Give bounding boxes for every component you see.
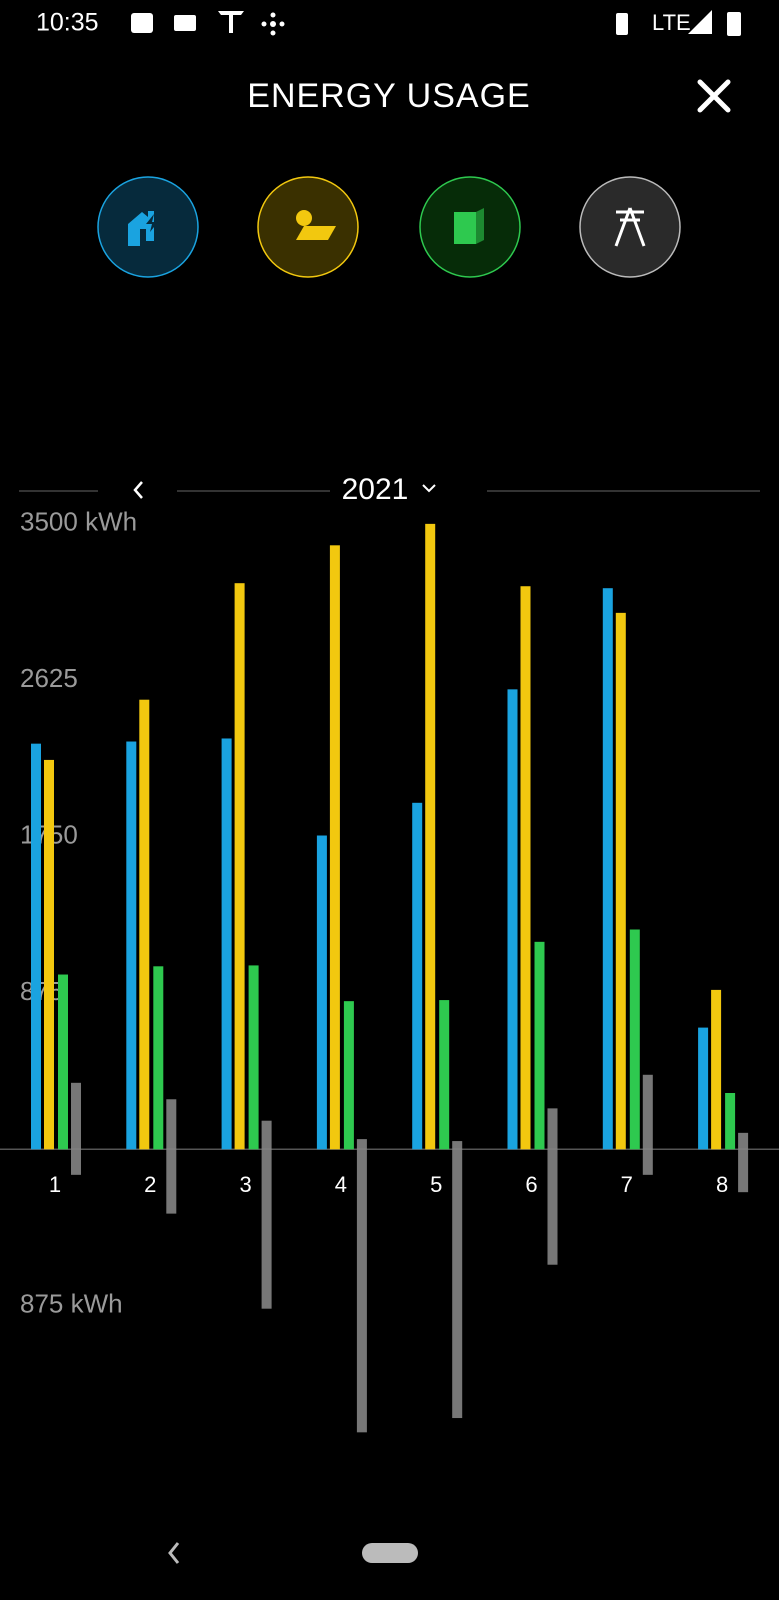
x-tick-label: 7 (621, 1172, 633, 1197)
powerwall-button[interactable] (419, 176, 521, 278)
bar (343, 1001, 354, 1150)
bar (316, 835, 327, 1150)
grid-button[interactable] (579, 176, 681, 278)
bar (221, 738, 232, 1150)
nav-back[interactable] (168, 1542, 180, 1564)
bar (547, 1149, 558, 1265)
status-icons (131, 11, 285, 36)
bar (126, 741, 137, 1150)
bar (642, 1149, 653, 1175)
status-network: LTE (652, 10, 691, 35)
bar (547, 1108, 558, 1150)
bar (356, 1149, 367, 1433)
bar (452, 1149, 463, 1419)
bar (711, 989, 722, 1150)
bar (153, 966, 164, 1150)
bar (738, 1132, 749, 1150)
bar (642, 1074, 653, 1150)
bar (520, 586, 531, 1150)
bar (412, 802, 423, 1150)
bar (234, 583, 245, 1150)
y-tick-label: 3500 kWh (20, 507, 137, 537)
bar (439, 1000, 450, 1150)
bar (615, 612, 626, 1150)
bar (166, 1099, 177, 1150)
x-tick-label: 3 (239, 1172, 251, 1197)
previous-year-button[interactable] (133, 481, 143, 499)
bar (602, 588, 613, 1150)
year-dropdown-icon[interactable] (422, 484, 436, 493)
bar (507, 689, 518, 1150)
bar (425, 523, 436, 1150)
bar (534, 941, 545, 1150)
bar (698, 1027, 709, 1150)
bar (329, 545, 340, 1150)
x-tick-label: 8 (716, 1172, 728, 1197)
home-button[interactable] (97, 176, 199, 278)
x-tick-label: 5 (430, 1172, 442, 1197)
y-tick-label: 875 (20, 976, 63, 1006)
bar (725, 1093, 736, 1150)
bar (629, 929, 640, 1150)
close-button[interactable] (697, 79, 731, 113)
page-title: ENERGY USAGE (247, 77, 530, 115)
status-time: 10:35 (36, 9, 99, 37)
y-tick-label: 2625 (20, 663, 78, 693)
x-tick-label: 1 (49, 1172, 61, 1197)
y-tick-label: 875 kWh (20, 1289, 123, 1319)
x-tick-label: 6 (525, 1172, 537, 1197)
bar (58, 974, 68, 1150)
x-tick-label: 4 (335, 1172, 347, 1197)
bar (261, 1120, 272, 1150)
status-right-icons: LTE (616, 10, 741, 36)
bar (356, 1139, 367, 1150)
bar (738, 1149, 749, 1193)
nav-home[interactable] (362, 1543, 418, 1563)
solar-button[interactable] (257, 176, 359, 278)
bar (44, 759, 54, 1150)
bar (71, 1149, 81, 1175)
bar (31, 743, 41, 1150)
bar (166, 1149, 177, 1214)
year-selector[interactable]: 2021 (342, 473, 409, 506)
bar (71, 1082, 81, 1150)
bar (139, 699, 150, 1150)
x-tick-label: 2 (144, 1172, 156, 1197)
bar (248, 965, 259, 1150)
bar (452, 1141, 463, 1150)
bar (261, 1149, 272, 1309)
